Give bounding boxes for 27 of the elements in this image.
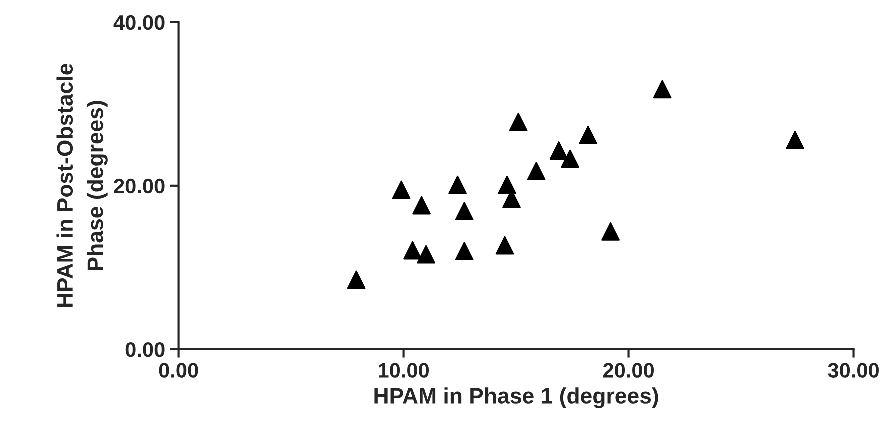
y-tick-label: 40.00	[114, 15, 165, 30]
y-tick-label: 20.00	[114, 178, 165, 194]
x-tick-label: 10.00	[379, 363, 430, 378]
y-tick-label: 0.00	[126, 342, 165, 358]
point	[417, 245, 436, 264]
point	[550, 142, 568, 160]
point	[509, 112, 528, 132]
y-axis-title: HPAM in Post-Obstacle Phase (degrees)	[56, 64, 108, 308]
point	[455, 242, 474, 261]
x-tick-label: 30.00	[828, 363, 879, 378]
point	[404, 241, 422, 260]
point	[496, 236, 514, 255]
x-tick-label: 20.00	[603, 363, 654, 378]
point	[412, 196, 431, 215]
point	[448, 176, 467, 194]
x-tick-label: 0.00	[159, 363, 198, 378]
point	[653, 80, 672, 99]
point	[455, 202, 474, 220]
point	[527, 162, 546, 180]
point	[602, 222, 620, 241]
point	[392, 180, 411, 200]
point	[786, 130, 804, 150]
point	[347, 270, 366, 290]
point	[498, 176, 516, 194]
point	[579, 126, 598, 144]
x-axis-title: HPAM in Phase 1 (degrees)	[374, 388, 658, 408]
point	[561, 150, 580, 168]
